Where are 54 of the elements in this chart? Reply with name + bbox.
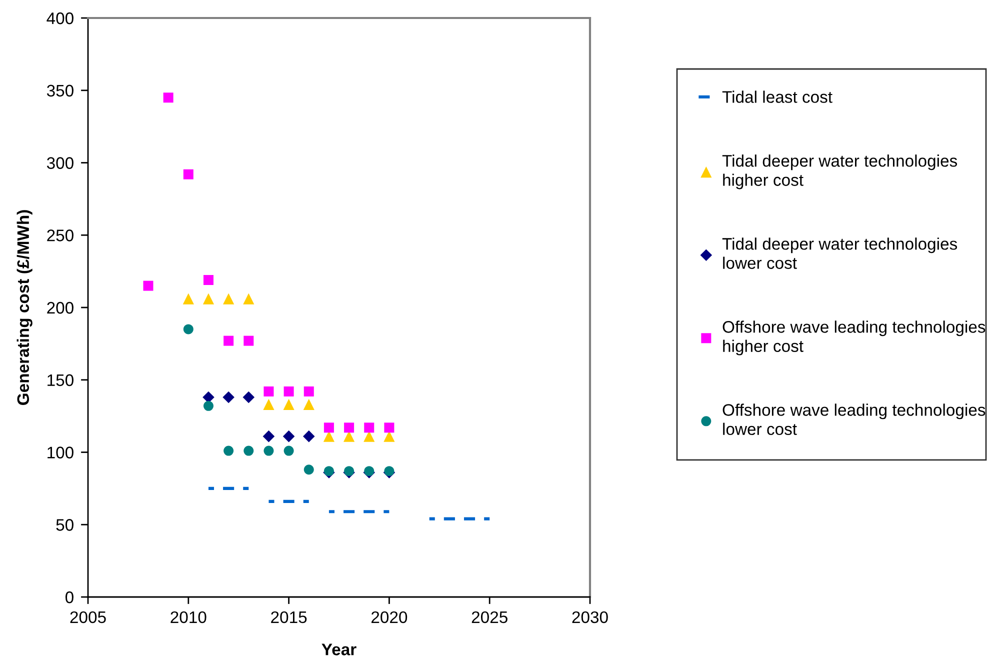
point xyxy=(284,446,294,456)
x-tick-label: 2010 xyxy=(170,611,206,624)
x-tick-label: 2025 xyxy=(472,611,508,624)
y-tick-label: 0 xyxy=(65,591,74,604)
point xyxy=(222,391,234,404)
point xyxy=(203,400,214,411)
point xyxy=(182,293,194,304)
x-tick-label: 2020 xyxy=(372,611,408,624)
point xyxy=(283,398,294,410)
point xyxy=(284,386,294,396)
point xyxy=(263,398,274,410)
y-tick-label: 200 xyxy=(47,302,74,314)
point xyxy=(384,422,394,433)
point xyxy=(224,446,234,456)
point xyxy=(183,169,194,180)
point xyxy=(303,398,314,410)
legend-label: Offshore wave leading technologies higher cost xyxy=(722,320,986,356)
y-tick-label: 150 xyxy=(48,374,74,386)
x-axis-title: Year xyxy=(322,644,356,656)
y-tick-label: 350 xyxy=(46,84,74,97)
point xyxy=(302,430,315,442)
point xyxy=(264,386,274,396)
point xyxy=(244,446,254,456)
x-tick-label: 2005 xyxy=(70,611,106,624)
legend-label: Tidal deeper water technologies lower cost xyxy=(722,238,958,269)
point xyxy=(203,274,214,285)
point xyxy=(244,336,254,346)
point xyxy=(223,293,234,304)
point xyxy=(224,336,234,346)
x-tick-label: 2030 xyxy=(572,611,608,624)
legend-label: Tidal least cost xyxy=(722,90,832,103)
point xyxy=(242,391,255,404)
legend-label: Offshore wave leading technologies lower cost xyxy=(722,404,986,436)
point xyxy=(183,324,194,334)
point xyxy=(202,293,214,304)
point xyxy=(324,422,334,433)
point xyxy=(243,293,254,304)
y-tick-label: 100 xyxy=(48,446,74,458)
y-tick-label: 250 xyxy=(47,230,74,242)
y-tick-label: 400 xyxy=(46,12,74,24)
point xyxy=(304,386,314,396)
point xyxy=(304,464,314,475)
x-tick-label: 2015 xyxy=(271,611,307,624)
point xyxy=(163,92,174,103)
legend-label: Tidal deeper water technologies higher cost xyxy=(722,154,958,190)
point xyxy=(143,280,154,291)
y-tick-label: 300 xyxy=(46,157,74,169)
y-tick-label: 50 xyxy=(56,519,74,531)
point xyxy=(344,422,354,433)
point xyxy=(262,430,275,442)
point xyxy=(282,430,295,442)
point xyxy=(364,422,374,433)
y-axis-title: Generating cost (£/MWh) xyxy=(16,210,32,405)
point xyxy=(264,446,274,456)
